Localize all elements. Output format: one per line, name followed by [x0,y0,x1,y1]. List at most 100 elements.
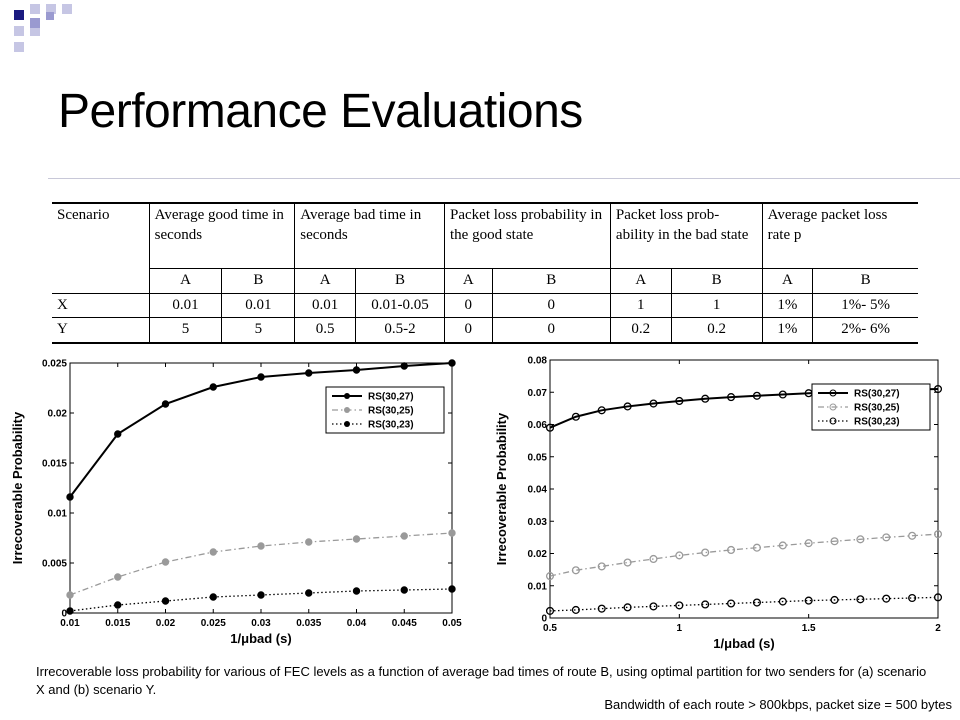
data-point [400,586,408,594]
header-good-time: Average good time in seconds [148,202,296,269]
data-point [352,535,361,543]
data-point [448,359,456,367]
legend-marker [344,407,350,413]
data-point [597,604,606,613]
data-point [908,593,917,603]
table-cell: 0.01 [221,292,296,318]
data-point [752,543,761,552]
y-tick-label: 0.04 [528,485,548,496]
row-scenario: X [52,292,150,318]
table-cell: 0.2 [609,317,672,344]
table-cell: 0.01 [148,292,223,318]
data-point [400,362,408,370]
data-point [257,373,265,381]
data-point [649,554,658,564]
data-point [804,539,813,548]
sub-header-a: A [294,268,356,294]
legend-marker [829,417,837,425]
title-divider [48,178,960,179]
y-tick-label: 0.015 [42,459,67,470]
y-tick-label: 0.01 [528,581,548,592]
legend-label: RS(30,25) [368,406,414,417]
data-point [778,390,787,399]
table-row: Y 5 5 0.5 0.5-2 0 0 0.2 0.2 1% 2%- 6% [52,317,918,344]
series-line [69,532,453,596]
legend-marker [344,421,350,427]
table-cell: 5 [148,317,223,344]
sub-header-a: A [149,268,223,294]
sub-header-b: B [670,268,763,294]
header-bad-time: Average bad time in seconds [294,202,445,269]
x-tick-label: 0.015 [105,618,130,629]
y-tick-label: 0.06 [528,420,548,431]
data-point [727,599,736,608]
sub-header-b: B [221,268,296,294]
data-point [778,541,787,550]
data-point [305,538,313,546]
data-point [66,493,74,501]
data-point [701,394,710,403]
sub-header-b: B [491,268,611,294]
legend-label: RS(30,23) [854,417,900,428]
table-cell: 5 [221,317,296,344]
y-axis-label: Irrecoverable Probability [10,411,25,564]
data-point [352,366,361,374]
data-point [114,601,122,609]
data-point [933,593,943,602]
row-scenario: Y [52,317,150,344]
y-tick-label: 0 [61,609,67,620]
sub-header-a: A [761,268,814,294]
data-point [209,383,217,391]
data-point [623,402,632,411]
data-point [727,393,736,402]
data-point [545,606,555,615]
x-tick-label: 0.02 [156,618,176,629]
y-tick-label: 0.08 [528,356,548,367]
data-point [701,548,710,557]
y-tick-label: 0.02 [48,409,68,420]
table-cell: 0.01-0.05 [354,292,446,318]
data-point [161,597,170,605]
table-cell: 1% [761,317,814,344]
data-point [752,391,761,400]
footnote: Bandwidth of each route > 800kbps, packe… [604,697,952,712]
data-point [933,530,943,539]
series-line [549,596,939,612]
sub-header-b: B [812,268,918,294]
data-point [209,593,217,601]
y-tick-label: 0.01 [48,509,68,520]
table-cell: 0.5 [294,317,356,344]
data-point [597,406,606,415]
data-point [933,384,943,394]
x-tick-label: 1 [677,623,683,634]
table-cell: 1% [761,292,814,318]
legend-label: RS(30,27) [854,389,900,400]
data-point [675,396,684,406]
y-axis-label: Irrecoverable Probability [494,412,509,565]
data-point [675,601,684,610]
header-scenario: Scenario [52,202,150,294]
data-point [701,600,710,609]
legend-label: RS(30,23) [368,420,414,431]
data-point [114,573,122,581]
data-point [778,597,787,606]
data-point [66,591,74,599]
x-tick-label: 0.03 [251,618,271,629]
data-point [727,545,736,555]
data-point [649,399,658,408]
table-cell: 1 [609,292,672,318]
table-cell: 0.01 [294,292,356,318]
series-line [69,588,453,612]
x-axis-label: 1/μbad (s) [713,636,774,651]
legend-marker [344,393,350,399]
data-point [623,558,632,567]
data-point [830,595,839,604]
x-tick-label: 0.5 [543,623,557,634]
series-line [549,533,939,577]
x-axis-label: 1/μbad (s) [230,631,291,646]
slide-title: Performance Evaluations [58,85,583,138]
data-point [597,562,606,571]
data-point [908,531,917,540]
legend-marker [829,403,837,411]
table-cell: 0 [444,317,493,344]
